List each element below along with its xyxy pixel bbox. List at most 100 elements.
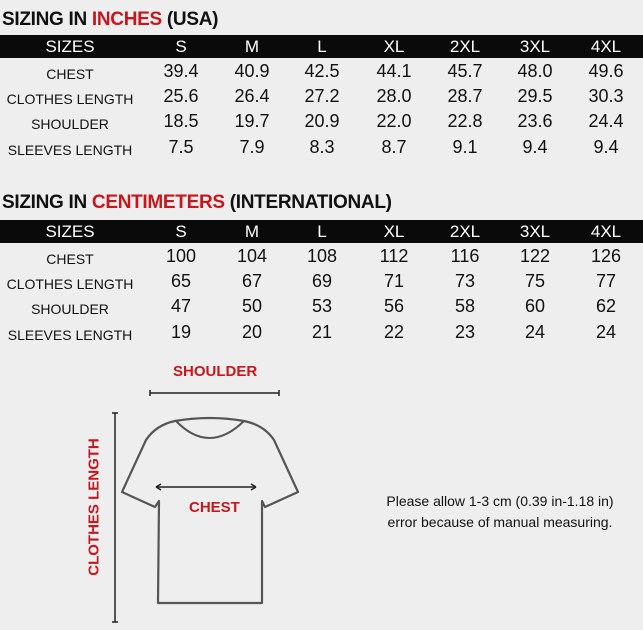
row-label: CHEST: [46, 66, 94, 82]
value-cell: 23: [454, 322, 476, 342]
size-header-cell: M: [244, 37, 260, 56]
title-prefix: SIZING IN: [2, 192, 92, 213]
value-cell: 28.0: [376, 86, 412, 106]
value-cell: 108: [306, 246, 338, 266]
tshirt-outline: [120, 416, 300, 605]
chest-measure-line: [155, 483, 257, 491]
value-cell: 30.3: [588, 86, 624, 106]
value-cell: 24: [524, 322, 546, 342]
value-cell: 65: [170, 271, 192, 291]
centimeters-table-row: SHOULDER 47 50 53 56 58 60 62: [0, 295, 643, 320]
value-cell: 58: [454, 296, 476, 316]
value-cell: 18.5: [163, 111, 199, 131]
value-cell: 42.5: [304, 61, 340, 81]
value-cell: 20.9: [304, 111, 340, 131]
sizes-header: SIZES: [45, 222, 95, 241]
size-header-cell: L: [317, 37, 327, 56]
sizes-header: SIZES: [45, 37, 95, 56]
value-cell: 62: [595, 296, 617, 316]
inches-table-row: SLEEVES LENGTH 7.5 7.9 8.3 8.7 9.1 9.4 9.4: [0, 136, 643, 161]
value-cell: 22.8: [447, 111, 483, 131]
value-cell: 116: [450, 246, 480, 266]
size-header-cell: S: [175, 37, 187, 56]
inches-header-row: SIZES S M L XL 2XL 3XL 4XL: [0, 35, 643, 58]
measurement-note: Please allow 1-3 cm (0.39 in-1.18 in) er…: [360, 491, 640, 533]
title-unit: CENTIMETERS: [91, 192, 225, 213]
centimeters-table-row: SLEEVES LENGTH 19 20 21 22 23 24 24: [0, 321, 643, 346]
value-cell: 77: [595, 271, 617, 291]
title-suffix: (INTERNATIONAL): [224, 192, 392, 213]
value-cell: 9.4: [593, 137, 619, 157]
centimeters-header-row: SIZES S M L XL 2XL 3XL 4XL: [0, 220, 643, 243]
value-cell: 7.9: [239, 137, 265, 157]
value-cell: 104: [236, 246, 268, 266]
row-label: SLEEVES LENGTH: [7, 327, 133, 343]
size-header-cell: XL: [383, 37, 405, 56]
value-cell: 27.2: [304, 86, 340, 106]
value-cell: 67: [241, 271, 263, 291]
note-line-1: Please allow 1-3 cm (0.39 in-1.18 in): [386, 493, 614, 509]
value-cell: 7.5: [168, 137, 194, 157]
value-cell: 71: [383, 271, 405, 291]
value-cell: 9.1: [452, 137, 478, 157]
size-header-cell: 4XL: [590, 37, 622, 56]
value-cell: 112: [379, 246, 409, 266]
inches-table-row: SHOULDER 18.5 19.7 20.9 22.0 22.8 23.6 24.4: [0, 110, 643, 135]
inches-table-row: CLOTHES LENGTH 25.6 26.4 27.2 28.0 28.7 29.5 30…: [0, 85, 643, 110]
row-label: CLOTHES LENGTH: [6, 276, 134, 292]
value-cell: 45.7: [447, 61, 483, 81]
value-cell: 53: [311, 296, 333, 316]
value-cell: 39.4: [163, 61, 199, 81]
value-cell: 22: [383, 322, 405, 342]
value-cell: 19: [170, 322, 192, 342]
row-label: SHOULDER: [31, 301, 109, 317]
chest-label: CHEST: [189, 499, 240, 516]
tshirt-collar: [175, 420, 245, 439]
value-cell: 56: [383, 296, 405, 316]
row-label: CHEST: [46, 251, 94, 267]
clothes-length-label: CLOTHES LENGTH: [85, 438, 103, 576]
value-cell: 25.6: [163, 86, 199, 106]
centimeters-title: SIZING IN CENTIMETERS (INTERNATIONAL): [2, 192, 392, 214]
value-cell: 8.7: [381, 137, 407, 157]
value-cell: 49.6: [588, 61, 624, 81]
value-cell: 23.6: [517, 111, 553, 131]
value-cell: 8.3: [309, 137, 335, 157]
size-header-cell: 3XL: [519, 37, 551, 56]
note-line-2: error because of manual measuring.: [387, 514, 613, 530]
value-cell: 28.7: [447, 86, 483, 106]
value-cell: 20: [241, 322, 263, 342]
value-cell: 69: [311, 271, 333, 291]
value-cell: 24: [595, 322, 617, 342]
value-cell: 73: [454, 271, 476, 291]
size-header-cell: 4XL: [590, 222, 622, 241]
size-header-cell: 2XL: [449, 37, 481, 56]
size-header-cell: 3XL: [519, 222, 551, 241]
value-cell: 47: [170, 296, 192, 316]
value-cell: 60: [524, 296, 546, 316]
value-cell: 126: [590, 246, 622, 266]
row-label: SHOULDER: [31, 116, 109, 132]
value-cell: 48.0: [517, 61, 553, 81]
value-cell: 100: [165, 246, 197, 266]
value-cell: 122: [519, 246, 551, 266]
title-unit: INCHES: [91, 9, 162, 30]
value-cell: 9.4: [522, 137, 548, 157]
centimeters-table-row: CHEST 100 104 108 112 116 122 126: [0, 245, 643, 270]
value-cell: 40.9: [234, 61, 270, 81]
value-cell: 50: [241, 296, 263, 316]
title-suffix: (USA): [161, 9, 219, 30]
value-cell: 21: [311, 322, 333, 342]
size-header-cell: S: [175, 222, 187, 241]
shoulder-measure-line: [149, 390, 280, 396]
size-header-cell: M: [244, 222, 260, 241]
value-cell: 44.1: [376, 61, 412, 81]
value-cell: 19.7: [234, 111, 270, 131]
inches-title: SIZING IN INCHES (USA): [2, 9, 218, 31]
value-cell: 24.4: [588, 111, 624, 131]
size-header-cell: 2XL: [449, 222, 481, 241]
row-label: CLOTHES LENGTH: [6, 91, 134, 107]
centimeters-table-row: CLOTHES LENGTH 65 67 69 71 73 75 77: [0, 270, 643, 295]
